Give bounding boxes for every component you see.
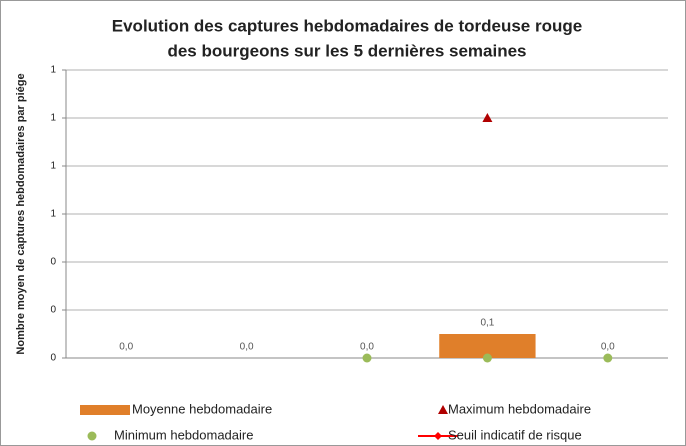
value-label: 0,0 [240,342,254,353]
y-tick-label: 1 [50,209,56,220]
legend-swatch [438,405,448,414]
y-tick-label: 0 [50,257,56,268]
legend-label: Seuil indicatif de risque [448,427,582,442]
value-label: 0,0 [360,342,374,353]
chart-title: Evolution des captures hebdomadaires de … [112,16,582,35]
y-axis-label: Nombre moyen de captures hebdomadaires p… [15,73,27,354]
y-tick-label: 1 [50,113,56,124]
legend-label: Minimum hebdomadaire [114,427,253,442]
value-label: 0,0 [601,342,615,353]
legend-swatch [80,405,130,415]
legend-label: Moyenne hebdomadaire [132,401,272,416]
max-marker [482,113,493,122]
y-tick-label: 0 [50,305,56,316]
legend-swatch [434,432,442,440]
min-marker [362,353,372,363]
y-tick-label: 1 [50,161,56,172]
min-marker [482,353,492,363]
y-tick-label: 1 [50,65,56,76]
y-tick-label: 0 [50,353,56,364]
value-label: 0,1 [480,318,494,329]
min-marker [603,353,613,363]
value-label: 0,0 [119,342,133,353]
legend-label: Maximum hebdomadaire [448,401,591,416]
legend-swatch [87,431,97,441]
chart-title: des bourgeons sur les 5 dernières semain… [167,41,526,60]
